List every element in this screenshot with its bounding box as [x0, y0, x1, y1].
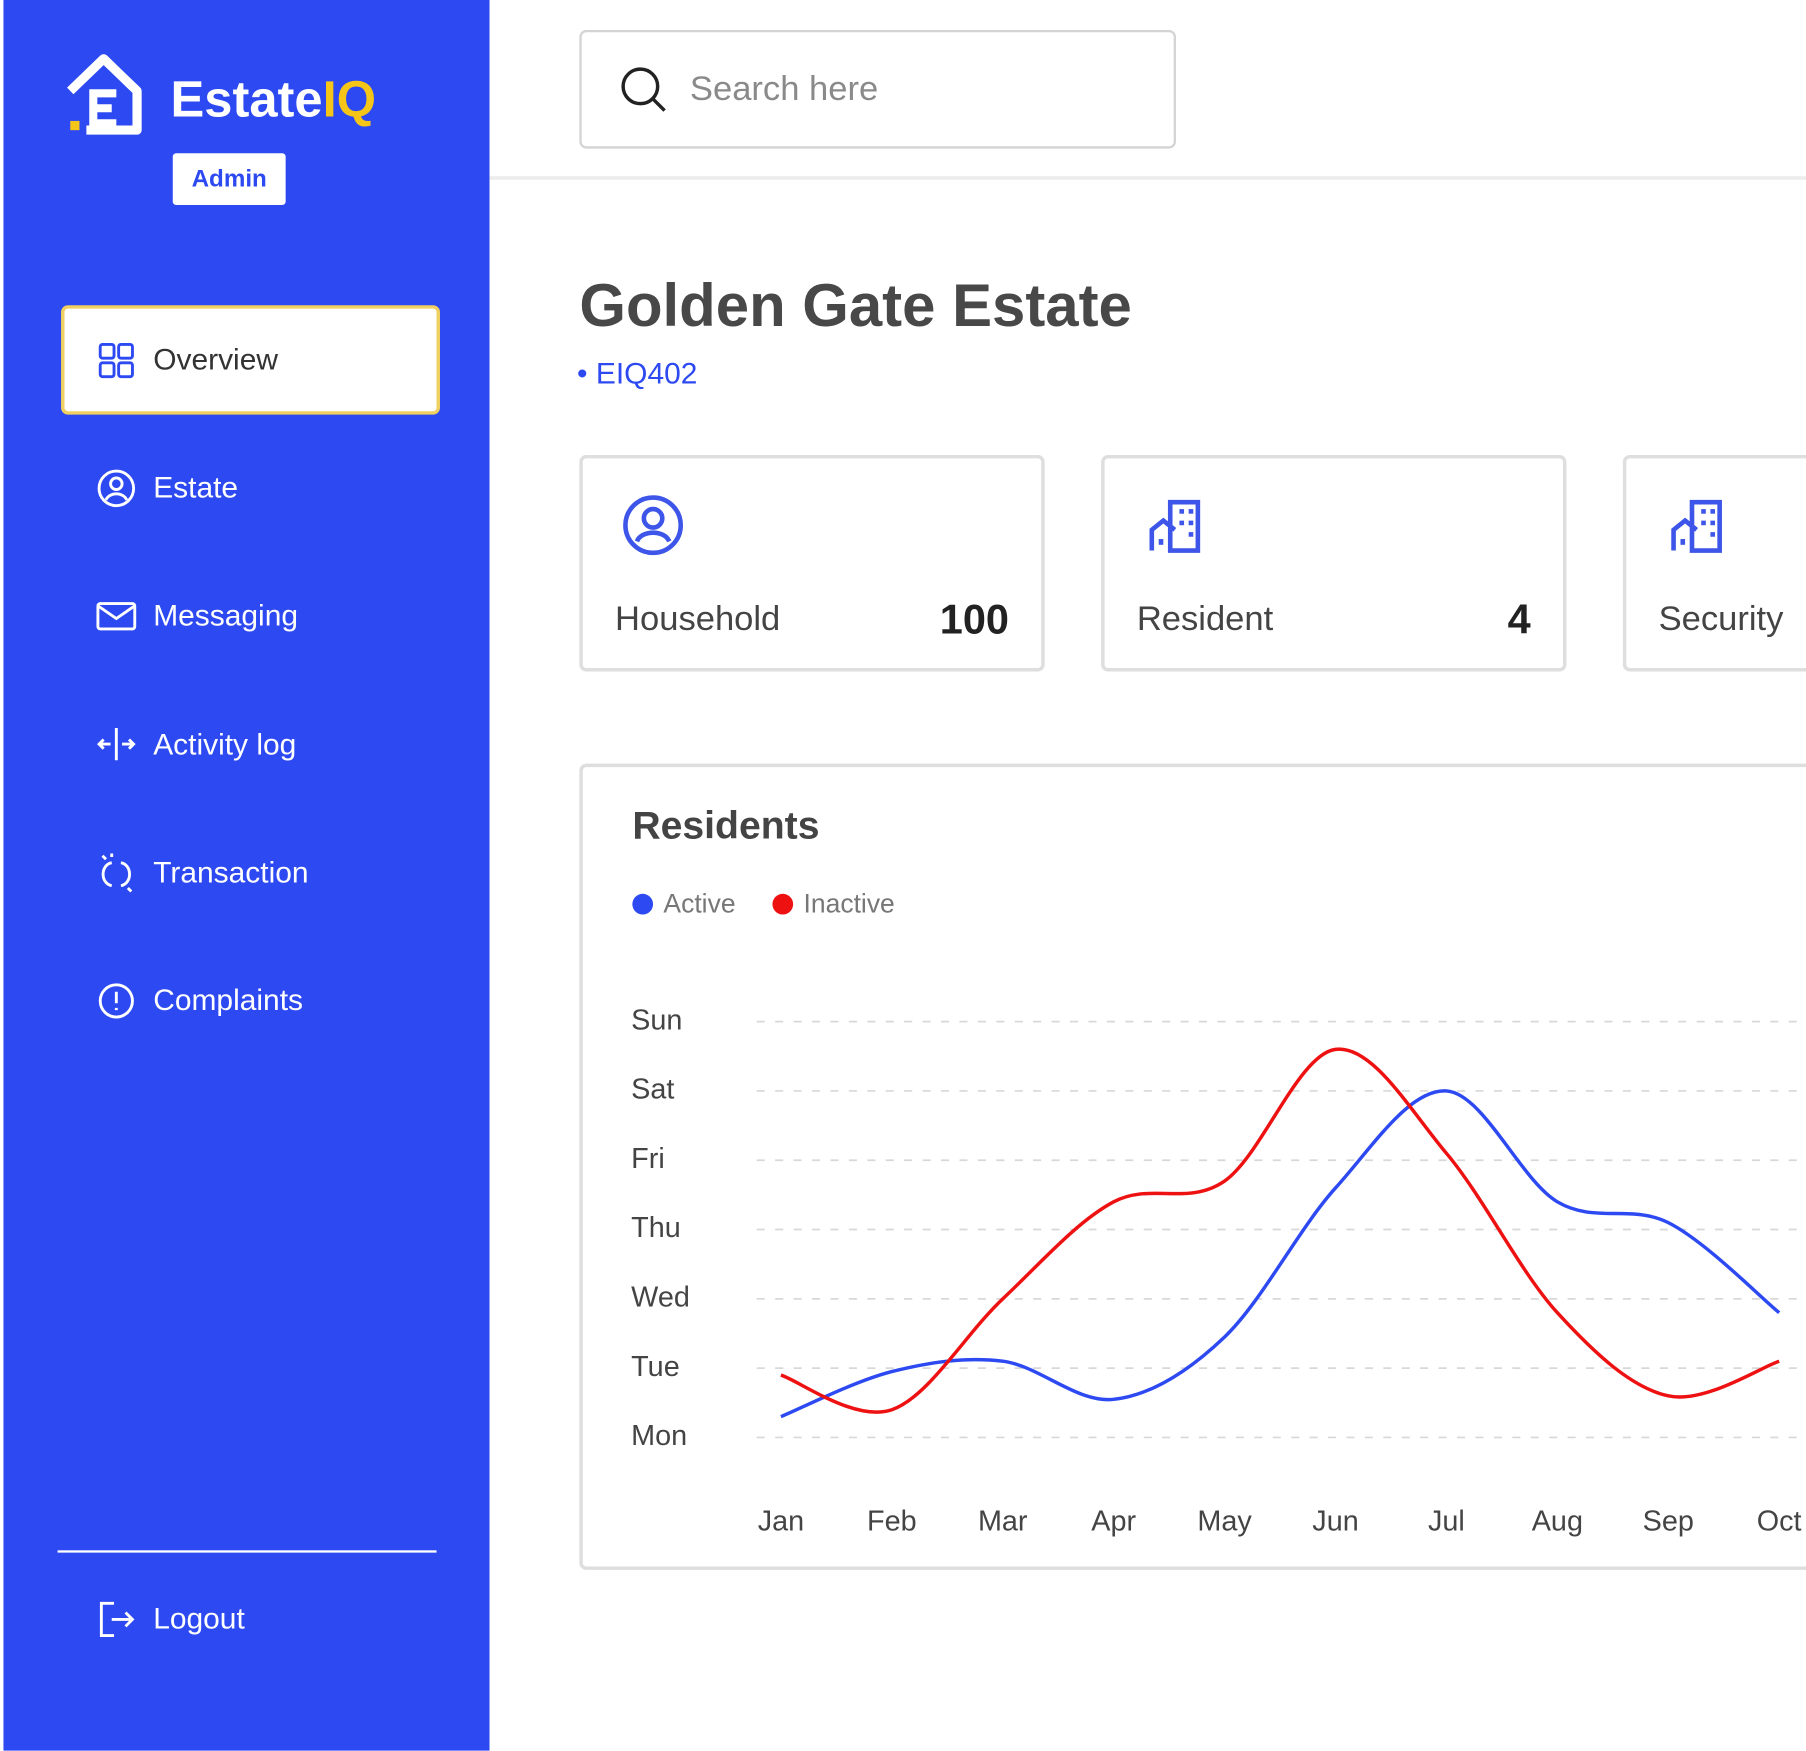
nav-label: Estate — [153, 470, 239, 505]
legend-label: Inactive — [804, 888, 895, 918]
divider — [57, 1550, 437, 1553]
nav-icon — [97, 728, 136, 761]
stat-icon — [1149, 499, 1201, 553]
nav-item[interactable]: Messaging — [61, 561, 440, 670]
stat-label: Household — [615, 600, 781, 639]
chart-card — [579, 763, 1806, 1570]
search-placeholder: Search here — [689, 69, 879, 108]
x-tick-label: Aug — [1532, 1505, 1583, 1537]
chart-title: Residents — [632, 804, 819, 847]
stat-value: 4 — [1507, 595, 1531, 643]
y-tick-label: Wed — [631, 1281, 690, 1313]
stat-label: Resident — [1136, 600, 1274, 639]
nav-item[interactable]: Overview — [61, 305, 440, 415]
nav-label: Complaints — [153, 982, 303, 1018]
logo-icon — [67, 54, 142, 135]
estate-code: EIQ402 — [595, 355, 698, 391]
nav-label: Messaging — [153, 598, 299, 633]
nav-label: Transaction — [153, 854, 309, 889]
search-icon — [621, 66, 666, 112]
x-tick-label: Jan — [758, 1505, 804, 1537]
nav-item[interactable]: Estate — [61, 433, 440, 542]
role-badge: Admin — [172, 153, 286, 206]
y-tick-label: Sat — [631, 1074, 674, 1106]
x-tick-label: Oct — [1757, 1505, 1802, 1537]
x-tick-label: Mar — [978, 1505, 1028, 1537]
nav-item[interactable]: Complaints — [61, 946, 440, 1055]
y-tick-label: Fri — [631, 1143, 665, 1175]
x-tick-label: Jun — [1312, 1505, 1358, 1537]
nav-icon — [96, 601, 137, 631]
stat-value: 100 — [939, 595, 1009, 643]
logout-button[interactable]: Logout — [61, 1564, 440, 1673]
x-tick-label: Feb — [867, 1505, 917, 1537]
legend-marker — [632, 893, 654, 915]
estate-code-row: • EIQ402 — [577, 355, 698, 391]
stat-card: Household 100 — [579, 454, 1045, 672]
nav-item[interactable]: Transaction — [61, 818, 440, 927]
series-line — [780, 1089, 1781, 1419]
nav-icon — [97, 469, 136, 507]
logout-icon — [99, 1601, 135, 1637]
y-tick-label: Sun — [631, 1004, 682, 1036]
sidebar: EstateIQ Admin Overview Estate Messaging Ac… — [3, 0, 490, 1751]
header-divider — [489, 176, 1806, 180]
legend-label: Active — [663, 888, 735, 918]
search-box[interactable]: Search here — [579, 29, 1176, 149]
legend-marker — [772, 893, 794, 915]
y-tick-label: Mon — [631, 1420, 687, 1452]
nav-icon — [101, 853, 133, 893]
y-tick-label: Thu — [631, 1212, 681, 1244]
nav-item[interactable]: Activity log — [61, 689, 440, 798]
stat-label: Security — [1658, 600, 1784, 639]
stat-card: Security — [1622, 454, 1806, 672]
series-line — [780, 1047, 1780, 1414]
estate-title: Golden Gate Estate — [579, 272, 1132, 340]
brand-accent: IQ — [322, 71, 377, 128]
x-tick-label: May — [1197, 1505, 1252, 1537]
x-tick-label: Sep — [1643, 1505, 1694, 1537]
nav-icon — [98, 342, 134, 378]
nav-label: Activity log — [153, 726, 297, 761]
stat-icon — [623, 495, 684, 556]
brand-name: Estate — [170, 71, 323, 128]
y-tick-label: Tue — [631, 1351, 680, 1383]
brand: EstateIQ — [170, 71, 376, 129]
x-tick-label: Apr — [1091, 1505, 1136, 1537]
nav-label: Overview — [153, 342, 278, 377]
logout-label: Logout — [153, 1601, 245, 1636]
nav-icon — [98, 982, 134, 1018]
x-tick-label: Jul — [1428, 1505, 1465, 1537]
stat-icon — [1671, 499, 1722, 553]
stat-card: Resident 4 — [1101, 454, 1567, 672]
